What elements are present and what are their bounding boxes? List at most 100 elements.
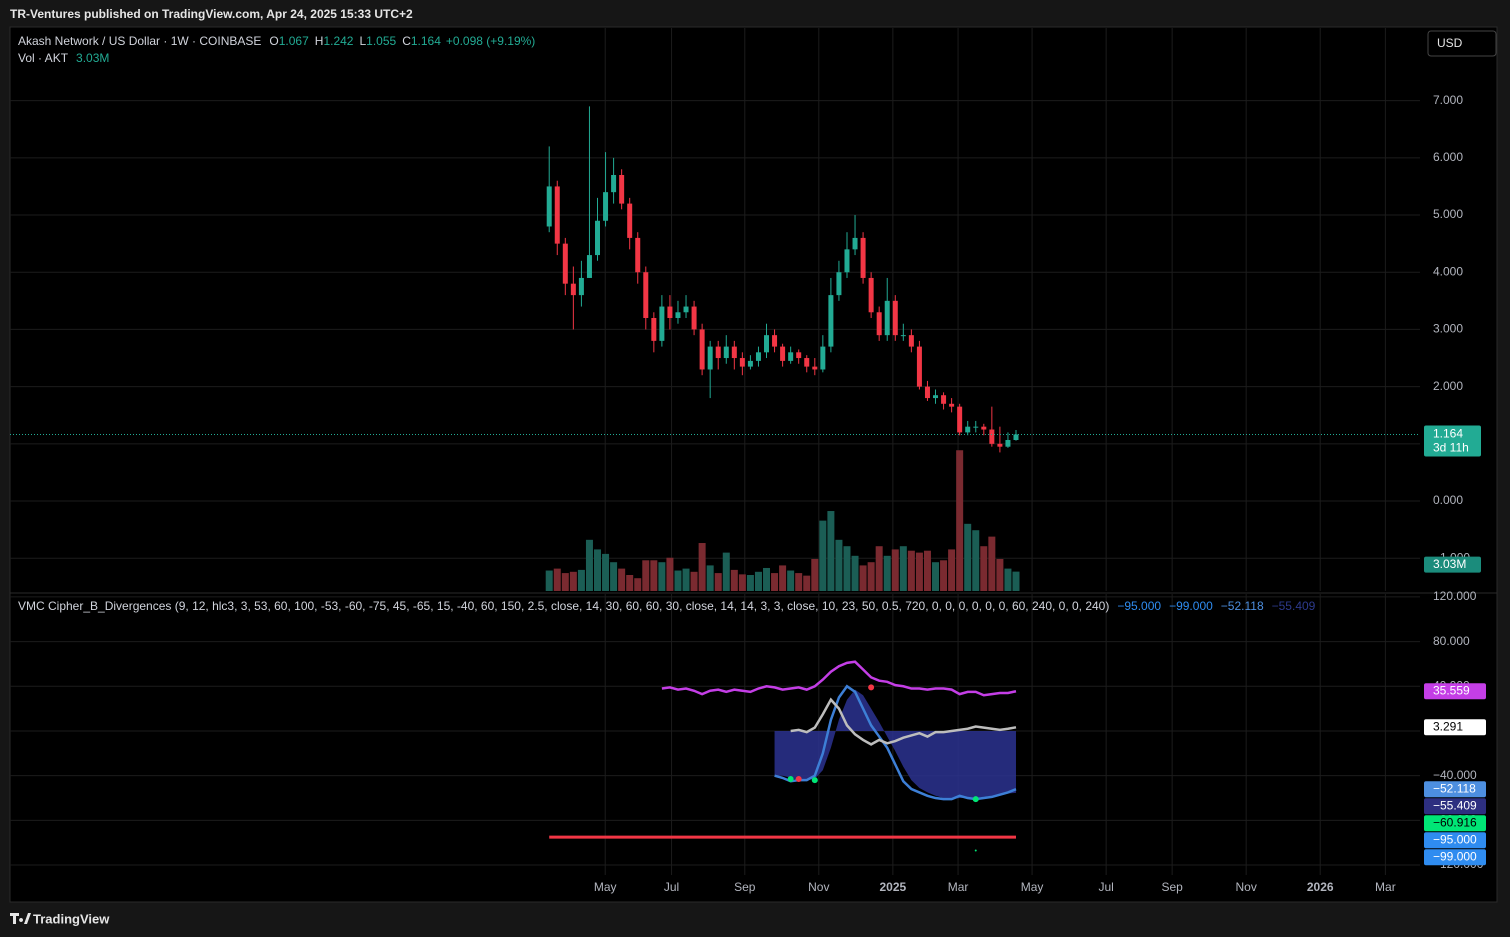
volume-bar: [819, 520, 827, 591]
candle-body: [659, 306, 665, 341]
candle-body: [772, 335, 778, 347]
axis-value-box: [1424, 719, 1486, 736]
candle-body: [860, 237, 866, 278]
volume-bar: [948, 549, 956, 591]
x-tick-label: Mar: [948, 880, 969, 894]
x-tick-label: Sep: [734, 880, 756, 894]
currency[interactable]: USD: [1437, 36, 1463, 50]
candle-body: [820, 346, 826, 370]
volume-bar: [907, 550, 915, 591]
signal-dot: [972, 796, 979, 803]
volume-legend: Vol · AKT 3.03M: [18, 51, 109, 65]
candle-body: [997, 443, 1003, 447]
grid: [10, 28, 1420, 875]
candle-body: [699, 329, 705, 370]
volume-bar: [730, 569, 738, 591]
volume-bar: [923, 550, 931, 591]
candle-body: [635, 237, 641, 273]
volume-bar: [698, 543, 706, 591]
volume-bar: [569, 571, 577, 591]
y-tick-label: 2.000: [1433, 379, 1463, 393]
signal-dot: [811, 777, 818, 784]
footer-brand: TradingView: [33, 911, 110, 926]
candle-body: [900, 335, 906, 337]
y-tick-label: 0.000: [1433, 493, 1463, 507]
candle-body: [715, 346, 721, 359]
x-tick-label: 2026: [1307, 880, 1334, 894]
ohlc-value: 1.055: [366, 34, 396, 48]
candle-body: [1013, 434, 1019, 440]
y-tick-label: 5.000: [1433, 207, 1463, 221]
candle-body: [755, 352, 761, 361]
volume-bar: [763, 567, 771, 591]
volume-bar: [674, 570, 682, 591]
volume-bar: [626, 575, 634, 591]
published-note: TR-Ventures published on TradingView.com…: [10, 7, 413, 21]
volume-bar: [883, 555, 891, 591]
volume-last-label: 3.03M: [1433, 557, 1466, 571]
y-tick-label: 120.000: [1433, 589, 1477, 603]
signal-dot: [787, 776, 794, 783]
x-tick-label: May: [594, 880, 617, 894]
signal-dot: [868, 684, 875, 691]
indicator-value: −95.000: [1117, 599, 1161, 613]
candle-body: [595, 220, 600, 256]
axis-value-label: 3.291: [1433, 719, 1463, 733]
candle-body: [933, 395, 939, 399]
candle-body: [804, 358, 810, 367]
last-price: 1.164: [1433, 427, 1463, 441]
volume-bar: [610, 562, 618, 591]
volume-bar: [706, 565, 714, 591]
candle-body: [707, 346, 713, 370]
x-tick-label: Jul: [1098, 880, 1113, 894]
candle-body: [683, 306, 689, 313]
volume-bar: [956, 450, 964, 591]
candle-body: [957, 406, 963, 433]
volume-bar: [714, 573, 722, 591]
candle-body: [562, 243, 568, 284]
volume-bar: [561, 573, 569, 591]
volume-bar: [602, 553, 610, 591]
volume-bar: [899, 546, 907, 591]
countdown: 3d 11h: [1433, 441, 1469, 455]
volume-bar: [787, 570, 795, 591]
symbol-title: Akash Network / US Dollar · 1W · COINBAS…: [18, 34, 261, 48]
indicator-line: [790, 697, 1017, 746]
volume-bar: [795, 573, 803, 591]
candle-body: [1005, 439, 1011, 447]
candle-body: [619, 174, 625, 204]
candle-body: [780, 346, 786, 361]
ohlc-prefix: O: [269, 34, 278, 48]
ohlc-prefix: L: [359, 34, 366, 48]
candle-body: [570, 283, 576, 296]
y-tick-label: 4.000: [1433, 264, 1463, 278]
axis-value-box: [1424, 781, 1486, 798]
x-tick-label: Jul: [664, 880, 679, 894]
y-tick-label: −40.000: [1433, 768, 1477, 782]
x-tick-label: Mar: [1375, 880, 1396, 894]
candle-body: [586, 255, 592, 278]
candle-body: [836, 272, 842, 296]
volume-last-box: [1424, 556, 1481, 573]
volume-bar: [1012, 571, 1020, 591]
chart-area: [9, 26, 1498, 903]
candle-body: [675, 312, 681, 318]
ohlc-prefix: C: [402, 34, 411, 48]
volume-bar: [811, 559, 819, 591]
indicator-title: VMC Cipher_B_Divergences (9, 12, hlc3, 3…: [18, 599, 1109, 613]
currency-box[interactable]: [1427, 30, 1497, 57]
axis-value-box: [1424, 683, 1486, 700]
y-tick-label: 6.000: [1433, 150, 1463, 164]
candle-body: [973, 426, 979, 428]
change: +0.098 (+9.19%): [446, 34, 535, 48]
candle-body: [981, 426, 987, 430]
candle-body: [924, 386, 930, 399]
volume-bar: [843, 546, 851, 591]
ohlc-value: 1.067: [279, 34, 309, 48]
volume-bar: [875, 546, 883, 591]
volume-bar: [827, 511, 835, 591]
volume-bar: [851, 555, 859, 591]
volume-bar: [932, 562, 940, 591]
ohlc-value: 1.164: [411, 34, 441, 48]
